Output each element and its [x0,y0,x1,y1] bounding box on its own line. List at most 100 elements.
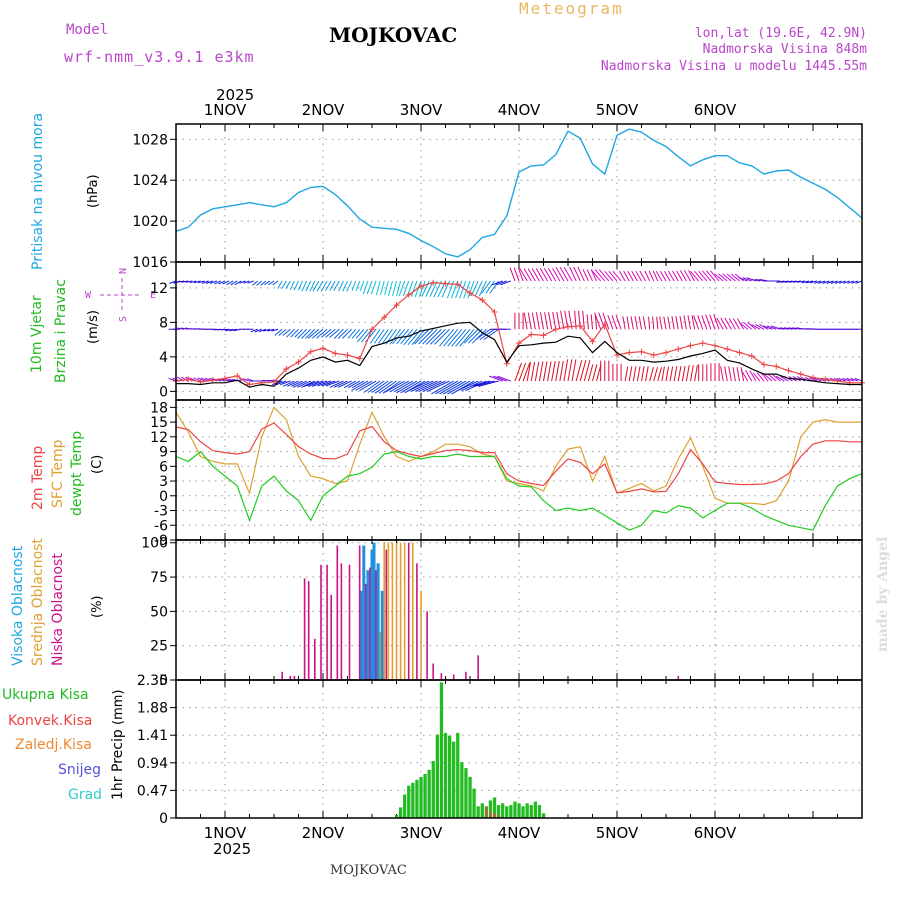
wind-barb [474,280,483,297]
low-cloud-bar [432,663,434,680]
wind-barb [392,328,406,345]
meteogram-title: Meteogram [519,0,624,18]
temperature-ytick-label: -6 [154,518,168,534]
total-precip-bar [541,813,546,818]
pressure-unit: (hPa) [86,174,101,208]
wind-barb [347,328,357,339]
total-precip-bar [472,788,476,818]
wind-barb [797,280,805,283]
wind-barb [411,328,426,346]
total-precip-bar [505,806,509,818]
wind-barb [297,328,308,339]
wind-barb [648,270,655,282]
gust-marker [663,349,669,356]
wind-barb [539,268,549,282]
wind-barb [317,380,332,387]
wind-barb [747,321,757,330]
wind-barb [514,362,522,382]
wind-barb [720,366,724,382]
wind-barb [586,314,589,330]
precipitation-ytick-label: 0.94 [137,756,168,772]
wind-barb [489,375,503,382]
wind-barb [197,280,205,284]
total-precip-bar [407,785,411,818]
total-precip-bar [533,801,537,818]
dewpt-line [175,450,863,531]
high-cloud-bar [376,563,380,680]
low-cloud-bar [307,581,310,680]
low-cloud-bar [452,674,455,680]
wind-barb [226,280,234,286]
wind-barb [675,316,679,330]
wind-barb [634,316,638,330]
wind-barb [548,312,553,330]
gust-marker [491,309,498,316]
wind-barb [285,280,291,289]
gust-marker [589,338,596,345]
wind-barb [590,314,593,330]
wind-barb [307,328,320,339]
wind-barb [329,380,344,388]
legend-frozen-rain: Zaledj.Kisa [15,737,92,753]
wind-barb [543,267,553,282]
wind-barb [272,280,279,286]
wind-barb [282,380,295,387]
pressure-ytick-label: 1024 [132,173,168,189]
wind-barb [551,361,556,382]
wind-barb [676,270,683,282]
day-label-top: 4NOV [498,101,541,119]
footer-station: MOJKOVAC [330,863,407,878]
wind-barb [346,280,353,292]
total-precip-bar [480,803,484,818]
wind-barb [297,280,304,291]
wind-barb [784,280,793,283]
pressure-ytick-label: 1016 [132,255,168,271]
wind-barb [809,280,818,284]
total-precip-bar [423,774,427,818]
wind-barb [459,328,475,347]
total-precip-bar [476,806,480,818]
low-cloud-bar [314,638,316,680]
wind-barb [556,312,561,330]
wind-barb [623,270,630,282]
clouds-ytick-label: 50 [150,604,168,620]
wind-barb [615,315,622,330]
wind-barb [751,323,761,330]
legend-hail: Grad [68,787,102,803]
wind-barb [742,321,753,330]
wind-barb [243,280,250,284]
wind-barb [373,328,385,344]
wind-barb [531,312,536,330]
wind-barb [258,328,267,333]
wind-barb [218,280,226,285]
wind-barb [293,280,299,291]
wind-barb [177,280,185,283]
wind-barb [709,314,716,330]
gust-marker [197,378,204,385]
wind-barb [738,277,748,282]
clouds-ytick-label: 25 [150,639,168,655]
wind-barb [527,268,536,282]
wind-barb [230,280,238,286]
precipitation-frame [175,679,863,819]
precipitation-ytick-label: 1.41 [137,728,168,744]
year-top: 2025 [216,86,254,104]
total-precip-bar [443,732,448,818]
wind-barb [592,364,598,382]
total-precip-bar [415,779,419,818]
wind-barb [185,280,193,283]
wind-barb [389,328,401,345]
wind-barb [826,280,834,284]
wind-barb [422,380,446,393]
total-precip-bar [513,801,517,818]
wind-barb [224,328,234,332]
wind-barb [843,280,850,284]
wind-barb [838,377,846,382]
gust-marker [307,348,314,355]
gust-marker [516,340,522,347]
model-name: wrf-nmm_v3.9.1 e3km [64,48,255,66]
wind-barb [608,270,618,282]
wind-barb [410,380,434,392]
wind-barb [479,328,495,341]
wind-barb [429,280,438,297]
